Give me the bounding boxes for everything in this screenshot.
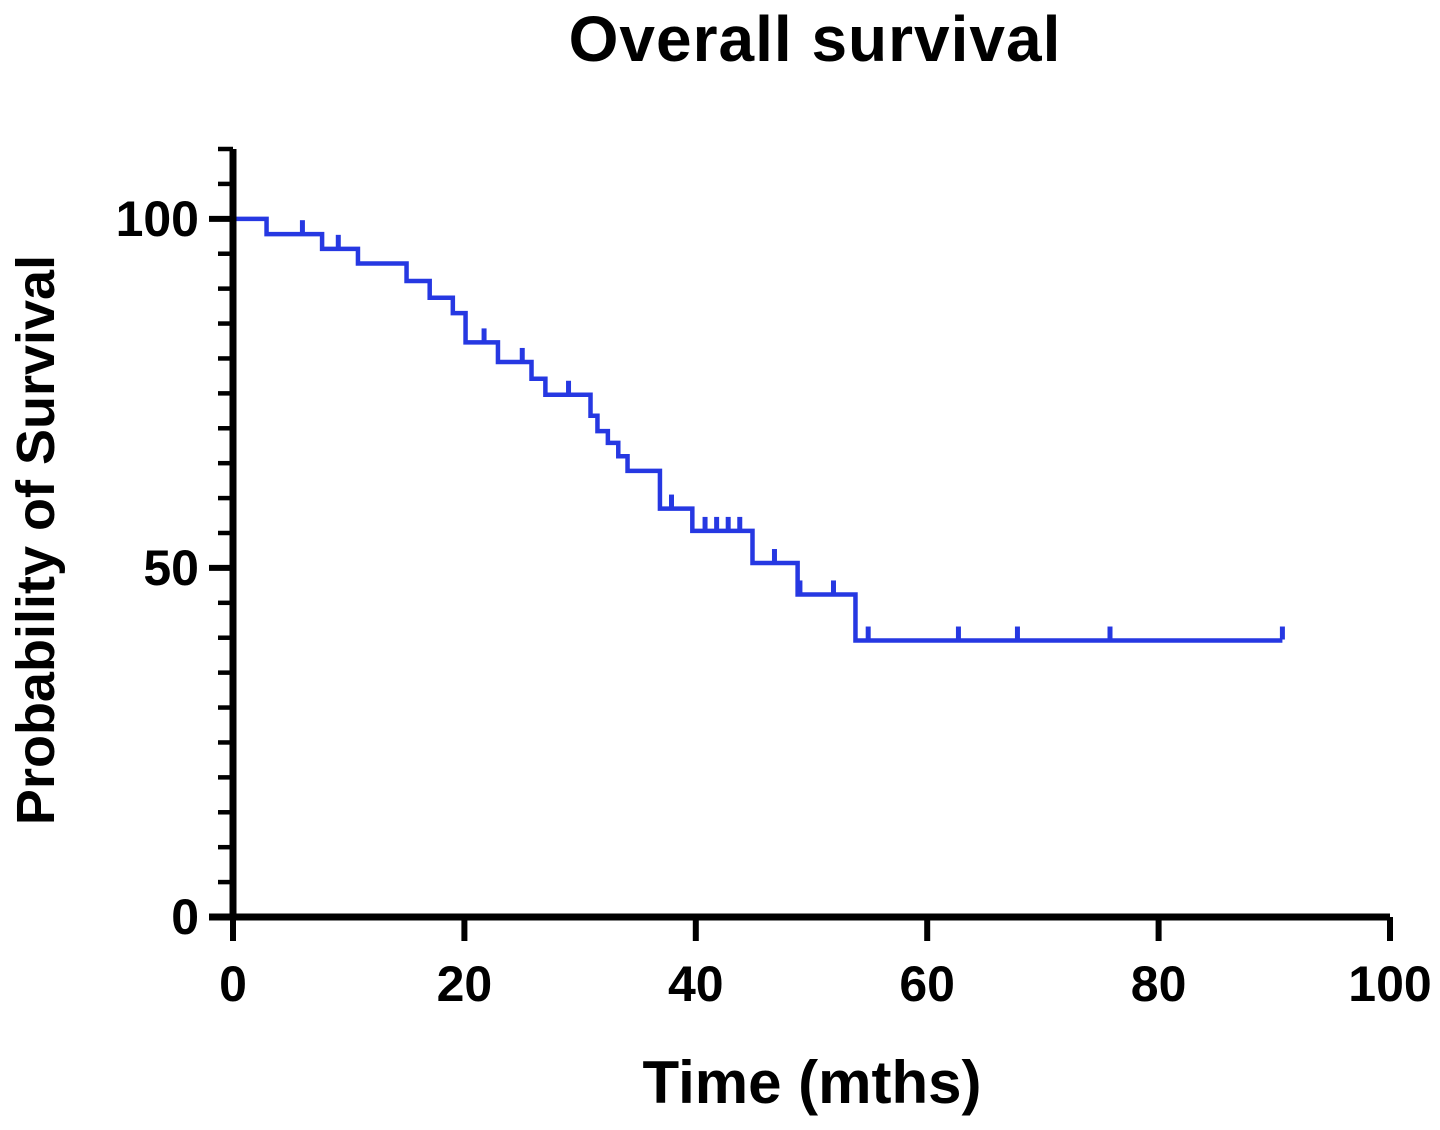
x-tick-label: 60 — [899, 956, 955, 1012]
x-tick-label: 100 — [1348, 956, 1431, 1012]
x-axis-title: Time (mths) — [642, 1049, 982, 1116]
x-tick-label: 20 — [437, 956, 493, 1012]
y-tick-label: 50 — [143, 540, 199, 596]
survival-curve — [236, 216, 1283, 643]
x-tick-label: 0 — [219, 956, 247, 1012]
x-tick-label: 80 — [1131, 956, 1187, 1012]
y-tick-label: 0 — [171, 889, 199, 945]
chart-title: Overall survival — [568, 3, 1062, 75]
x-tick-label: 40 — [668, 956, 724, 1012]
y-tick-label: 100 — [116, 191, 199, 247]
